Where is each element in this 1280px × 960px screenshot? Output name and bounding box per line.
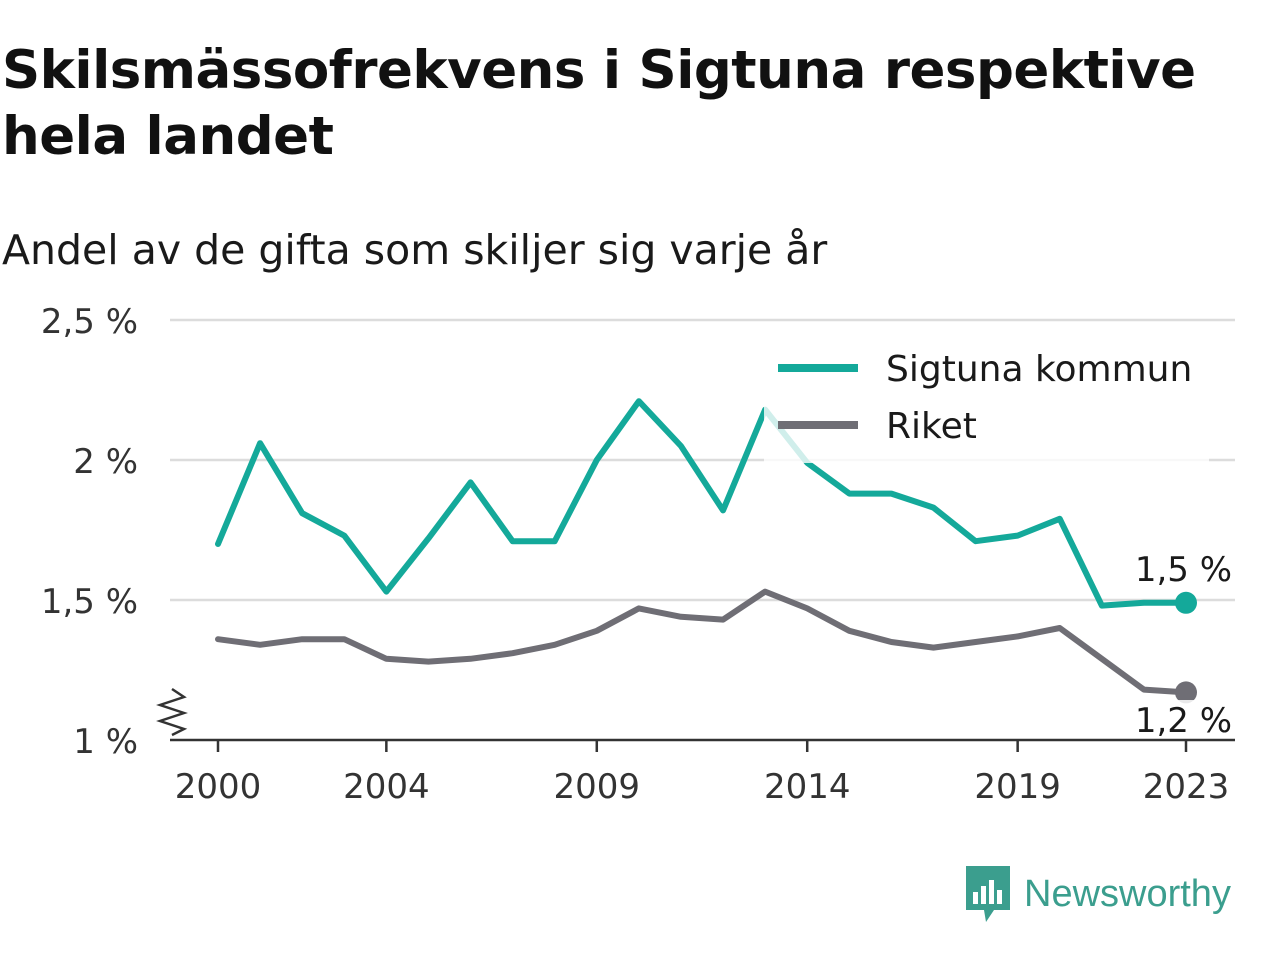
x-axis-ticks: 2000 2004 2009 2014 2019 2023 xyxy=(175,740,1230,807)
end-labels: 1,5 % 1,2 % xyxy=(1135,550,1234,741)
x-tick-label: 2019 xyxy=(974,767,1061,807)
chart-title: Skilsmässofrekvens i Sigtuna respektive … xyxy=(2,40,1196,167)
series-lines xyxy=(215,398,1197,704)
axis-break-icon xyxy=(156,687,188,737)
y-tick-label: 1 % xyxy=(73,722,138,762)
chart-subtitle: Andel av de gifta som skiljer sig varje … xyxy=(2,226,828,274)
brand-name: Newsworthy xyxy=(1024,872,1231,915)
series-end-label-1: 1,2 % xyxy=(1135,701,1232,741)
series-line-1 xyxy=(215,588,1189,696)
legend-label-0: Sigtuna kommun xyxy=(886,349,1192,390)
end-label-background xyxy=(1138,700,1234,738)
y-tick-label: 2 % xyxy=(73,442,138,482)
y-tick-label: 1,5 % xyxy=(41,582,138,622)
x-tick-label: 2000 xyxy=(175,767,262,807)
brand-logo: Newsworthy xyxy=(962,862,1231,926)
x-tick-label: 2009 xyxy=(554,767,641,807)
series-line-0 xyxy=(215,398,1189,609)
newsworthy-logo-icon xyxy=(966,866,1010,922)
series-end-point-0 xyxy=(1175,591,1197,614)
legend: Sigtuna kommun Riket xyxy=(764,345,1209,463)
x-tick-label: 2023 xyxy=(1143,767,1230,807)
x-tick-label: 2014 xyxy=(764,767,851,807)
x-tick-label: 2004 xyxy=(343,767,430,807)
y-tick-label: 2,5 % xyxy=(41,302,138,342)
y-axis-ticks: 1 % 1,5 % 2 % 2,5 % xyxy=(41,302,138,762)
legend-label-1: Riket xyxy=(886,406,977,447)
x-axis xyxy=(156,687,1235,742)
series-end-label-0: 1,5 % xyxy=(1135,550,1232,590)
series-end-point-1 xyxy=(1175,681,1197,704)
